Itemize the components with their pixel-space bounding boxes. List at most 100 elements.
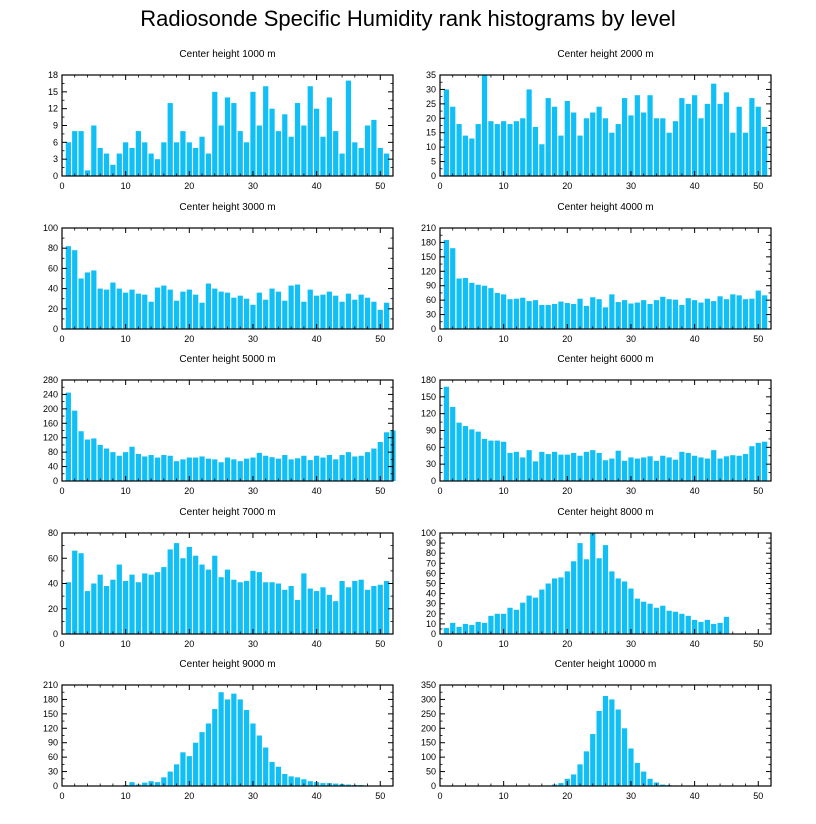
- bar: [488, 440, 494, 481]
- bar: [231, 297, 237, 329]
- bar: [371, 119, 377, 176]
- bar: [231, 103, 237, 176]
- bar: [615, 578, 621, 634]
- panel-10: Center height 10000 m 0 10 20 30 40 50 0 50 100 15…: [421, 659, 772, 801]
- bar: [180, 291, 186, 329]
- panel-title: Center height 7000 m: [179, 507, 275, 518]
- x-tick-label: 20: [184, 334, 194, 344]
- bar: [301, 301, 307, 329]
- bar: [333, 131, 339, 176]
- bar: [142, 573, 148, 634]
- bar: [84, 591, 91, 634]
- bar: [129, 574, 135, 634]
- panel-title: Center height 2000 m: [557, 49, 653, 60]
- panel-title: Center height 10000 m: [555, 659, 657, 670]
- y-tick-label: 0: [431, 781, 436, 791]
- bar: [558, 301, 564, 329]
- bar: [475, 284, 481, 329]
- bar: [558, 783, 564, 786]
- bar: [628, 303, 634, 329]
- x-tick-label: 40: [690, 486, 700, 496]
- bar: [488, 615, 494, 634]
- bar: [345, 293, 352, 329]
- y-tick-label: 6: [53, 137, 58, 147]
- y-tick-label: 80: [426, 548, 436, 558]
- bar: [129, 289, 135, 329]
- bar: [212, 555, 218, 634]
- bar: [148, 455, 154, 481]
- bar: [167, 289, 173, 329]
- bar: [520, 602, 526, 634]
- bar: [634, 762, 640, 786]
- bar: [103, 153, 110, 176]
- bar: [364, 125, 371, 176]
- bar: [218, 577, 224, 634]
- bar: [462, 623, 469, 634]
- panel-title: Center height 4000 m: [557, 202, 653, 213]
- bar: [475, 124, 481, 176]
- bar: [205, 153, 212, 176]
- x-tick-label: 40: [312, 181, 322, 191]
- bar: [653, 460, 660, 481]
- bar: [384, 580, 390, 634]
- bar: [231, 459, 237, 481]
- bar: [545, 98, 551, 176]
- bar: [243, 710, 250, 786]
- bar: [288, 285, 294, 329]
- x-tick-label: 20: [184, 486, 194, 496]
- bar: [65, 582, 71, 634]
- bar: [294, 284, 301, 329]
- bar: [723, 92, 730, 176]
- panel-title: Center height 1000 m: [179, 49, 275, 60]
- bar: [749, 446, 755, 481]
- y-tick-label: 0: [431, 476, 436, 486]
- x-tick-label: 40: [690, 334, 700, 344]
- bar: [218, 692, 224, 786]
- bar: [167, 549, 173, 634]
- bar: [469, 138, 475, 176]
- bar: [685, 103, 691, 176]
- bar: [282, 114, 288, 176]
- bar: [339, 455, 345, 481]
- bar: [742, 299, 749, 329]
- bar: [450, 406, 456, 481]
- bar: [250, 570, 256, 635]
- bar: [142, 294, 148, 329]
- bar: [609, 571, 615, 634]
- x-tick-label: 0: [437, 486, 442, 496]
- bar: [660, 605, 666, 634]
- bar: [577, 135, 583, 176]
- y-tick-label: 80: [48, 243, 58, 253]
- bar: [583, 451, 590, 481]
- x-tick-label: 10: [121, 181, 131, 191]
- x-tick-label: 30: [626, 791, 636, 801]
- bar: [532, 597, 539, 634]
- bar: [314, 295, 320, 329]
- bar: [704, 619, 710, 634]
- panel-6: Center height 6000 m 0 10 20 30 40 50 0 30 60 90 12…: [421, 354, 772, 496]
- bar: [469, 624, 475, 634]
- bar: [135, 293, 141, 329]
- bar: [590, 450, 596, 481]
- y-tick-label: 30: [426, 599, 436, 609]
- x-tick-label: 20: [184, 639, 194, 649]
- y-tick-label: 120: [421, 266, 436, 276]
- y-tick-label: 150: [421, 738, 436, 748]
- y-tick-label: 20: [426, 609, 436, 619]
- panel-4: Center height 4000 m 0 10 20 30 40 50 0 30 60 90 12…: [421, 202, 772, 344]
- bar: [167, 103, 173, 176]
- bar: [736, 295, 742, 329]
- y-tick-label: 100: [43, 223, 58, 233]
- bar: [173, 764, 180, 786]
- x-tick-label: 30: [626, 486, 636, 496]
- bar: [224, 457, 231, 481]
- bar: [596, 452, 602, 481]
- bar: [520, 118, 526, 176]
- y-tick-label: 180: [421, 375, 436, 385]
- bar: [345, 587, 352, 634]
- x-tick-label: 20: [562, 791, 572, 801]
- bar: [282, 455, 288, 481]
- bar: [539, 144, 545, 176]
- bar: [634, 302, 640, 329]
- y-tick-label: 12: [48, 104, 58, 114]
